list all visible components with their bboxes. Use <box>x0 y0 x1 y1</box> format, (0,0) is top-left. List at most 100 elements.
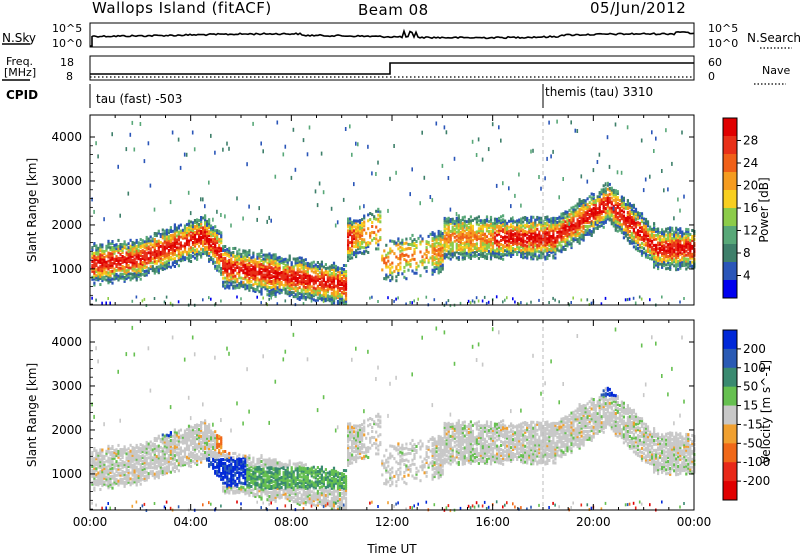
power-cell <box>397 237 400 241</box>
power-cell <box>552 246 555 250</box>
power-cell <box>363 240 366 244</box>
power-cell <box>234 276 237 280</box>
power-cell <box>139 265 142 269</box>
power-cell <box>121 249 124 252</box>
power-cell <box>109 246 112 250</box>
power-cell <box>522 232 525 236</box>
power-cell <box>586 221 589 224</box>
power-cell <box>377 213 380 217</box>
power-cell <box>502 181 504 186</box>
power-cell <box>586 179 589 184</box>
power-cell <box>683 240 686 244</box>
power-cell <box>659 238 662 242</box>
power-cell <box>475 220 478 224</box>
power-cell <box>544 233 547 237</box>
power-cell <box>377 219 380 223</box>
power-cell <box>574 208 577 212</box>
power-cell <box>491 247 495 251</box>
power-cell <box>326 288 329 292</box>
velocity-cell <box>107 460 110 464</box>
power-cell <box>355 239 358 243</box>
power-cell <box>230 261 233 265</box>
power-cell <box>576 202 579 206</box>
power-cell <box>546 227 549 231</box>
power-cell <box>548 232 551 236</box>
power-cell <box>278 287 281 291</box>
power-cell <box>187 257 191 261</box>
power-cell <box>514 250 517 253</box>
power-cell <box>250 260 253 264</box>
power-cell <box>421 255 424 259</box>
power-cell <box>433 256 436 260</box>
power-cell <box>526 220 529 224</box>
power-cell <box>675 256 678 260</box>
power-cell <box>175 248 178 252</box>
power-cell <box>644 255 648 259</box>
power-cell <box>353 245 356 249</box>
power-cell <box>119 252 122 256</box>
power-cell <box>457 246 460 249</box>
power-cell <box>185 152 188 157</box>
power-cell <box>526 254 529 258</box>
power-cell <box>296 294 299 298</box>
power-cell <box>198 228 201 232</box>
power-cell <box>433 266 436 270</box>
power-cell <box>294 295 297 299</box>
power-cell <box>135 270 138 274</box>
power-cell <box>328 279 331 283</box>
power-cell <box>520 223 523 227</box>
power-cell <box>473 235 476 239</box>
power-cell <box>663 252 666 256</box>
power-cell <box>582 207 585 210</box>
power-cell <box>544 239 547 243</box>
power-cell <box>256 252 259 256</box>
power-cell <box>310 277 313 281</box>
power-cell <box>159 233 162 236</box>
power-cell <box>451 221 454 225</box>
power-cell <box>566 218 569 222</box>
power-cell <box>582 226 585 230</box>
power-cell <box>397 247 400 251</box>
power-cell <box>679 266 682 270</box>
power-cell <box>457 230 460 234</box>
power-cell <box>421 130 423 135</box>
power-cell <box>604 218 607 222</box>
power-cell <box>212 242 215 245</box>
power-cell <box>495 253 499 257</box>
power-cell <box>340 279 344 282</box>
power-cell <box>304 258 307 262</box>
power-cell <box>528 220 531 224</box>
power-cell <box>187 239 191 243</box>
power-cell <box>133 241 136 245</box>
power-cell <box>574 234 577 238</box>
power-cell <box>405 259 408 263</box>
power-cell <box>127 246 130 250</box>
power-cell <box>181 250 185 254</box>
power-cell <box>155 244 158 247</box>
power-cell <box>437 251 440 255</box>
power-cell <box>437 265 440 269</box>
power-cell <box>320 284 323 288</box>
power-cell <box>669 248 672 252</box>
power-cell <box>628 218 631 222</box>
power-cell <box>330 277 333 281</box>
power-cell <box>467 228 470 231</box>
velocity-cell <box>91 468 94 472</box>
power-cell <box>238 276 241 280</box>
power-cell <box>411 233 414 237</box>
power-cell <box>393 144 395 148</box>
power-cell <box>91 260 94 263</box>
power-cell <box>361 251 364 255</box>
velocity-cell <box>93 449 96 452</box>
power-cell <box>264 259 267 263</box>
power-cell <box>477 215 480 219</box>
power-cell <box>351 152 353 157</box>
power-cell <box>332 299 336 303</box>
nave-tick-max: 60 <box>708 56 722 69</box>
power-cell <box>618 203 621 206</box>
power-cell <box>268 260 271 264</box>
power-cell <box>564 232 567 236</box>
power-cell <box>288 268 291 272</box>
power-cell <box>187 223 191 227</box>
power-cell <box>234 278 237 282</box>
